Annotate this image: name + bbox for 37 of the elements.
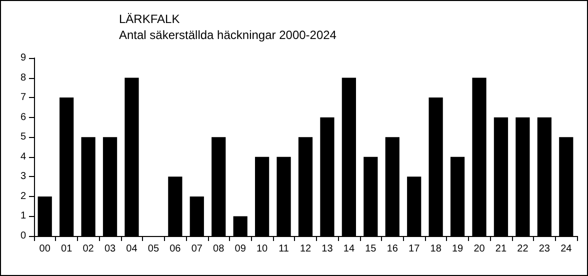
x-tick-label: 11 [278,244,290,254]
chart-subtitle: Antal säkerställda häckningar 2000-2024 [119,28,337,42]
x-tick-label: 21 [495,244,507,254]
x-tick-label: 05 [148,244,160,254]
x-tick-label: 17 [408,244,420,254]
x-tick-label: 20 [474,244,486,254]
x-tick-label: 00 [39,244,51,254]
y-tick-label: 7 [20,92,26,104]
x-tick-label: 03 [104,244,116,254]
y-tick-label: 1 [20,210,26,222]
x-tick-label: 14 [343,244,355,254]
x-tick-label: 13 [322,244,334,254]
x-tick-label: 12 [300,244,312,254]
x-tick-label: 15 [365,244,377,254]
y-tick-label: 0 [20,230,26,242]
x-tick-label: 08 [213,244,225,254]
x-tick-label: 23 [538,244,550,254]
x-tick-label: 24 [560,244,572,254]
x-tick-label: 02 [82,244,94,254]
x-tick-label: 06 [170,244,182,254]
x-tick-label: 07 [191,244,203,254]
x-tick-label: 10 [256,244,268,254]
x-tick-label: 01 [61,244,73,254]
y-tick-label: 5 [20,132,26,143]
x-tick-label: 09 [234,244,246,254]
y-tick-label: 4 [20,151,26,162]
chart-title: LÄRKFALK [119,12,180,26]
y-tick-label: 8 [20,72,26,84]
y-tick-label: 2 [20,190,26,202]
y-tick-label: 6 [20,112,26,123]
x-tick-label: 16 [386,244,398,254]
x-tick-label: 04 [126,244,138,254]
x-tick-label: 22 [517,244,529,254]
y-tick-label: 3 [20,171,26,182]
x-tick-label: 19 [452,244,464,254]
x-tick-label: 18 [430,244,442,254]
y-tick-label: 9 [20,52,26,64]
